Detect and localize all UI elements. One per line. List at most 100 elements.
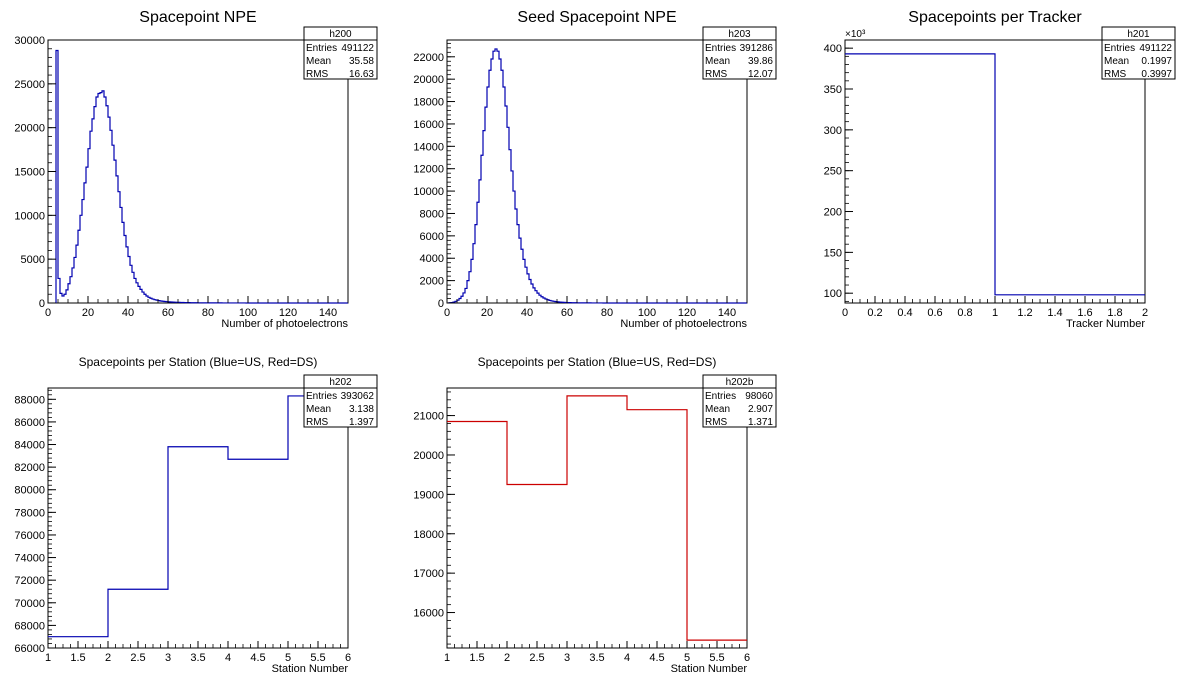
y-tick-label: 250 [824, 166, 842, 178]
stats-key: RMS [306, 69, 329, 80]
y-tick-label: 150 [824, 247, 842, 259]
y-tick-label: 76000 [14, 530, 45, 542]
stats-value: 0.1997 [1141, 56, 1172, 67]
chart-title: Spacepoints per Station (Blue=US, Red=DS… [478, 355, 717, 369]
stats-value: 491122 [341, 43, 374, 54]
chart-5: Spacepoints per Station (Blue=US, Red=DS… [413, 355, 777, 675]
stats-name: h201 [1127, 29, 1150, 40]
stats-key: Entries [705, 43, 736, 54]
x-tick-label: 4 [225, 652, 231, 664]
y-tick-label: 400 [824, 43, 842, 55]
x-tick-label: 140 [319, 307, 337, 319]
stats-key: Mean [705, 56, 730, 67]
stats-value: 98060 [745, 391, 773, 402]
stats-key: Mean [705, 404, 730, 415]
y-tick-label: 15000 [14, 167, 45, 179]
x-tick-label: 4.5 [649, 652, 664, 664]
plot-frame [446, 387, 748, 649]
x-tick-label: 5.5 [709, 652, 724, 664]
y-tick-label: 0 [39, 298, 45, 310]
y-axis: 66000 68000 70000 72000 74000 76000 78000 80000… [14, 389, 56, 655]
stats-key: Entries [306, 391, 337, 402]
stats-key: RMS [705, 69, 728, 80]
stats-frame [1101, 26, 1176, 80]
stats-value: 12.07 [748, 69, 773, 80]
x-tick-label: 100 [638, 307, 656, 319]
y-exponent-label: ×10³ [845, 29, 866, 40]
y-tick-label: 19000 [413, 489, 444, 501]
stats-key: Mean [306, 404, 331, 415]
y-axis: 0 5000 10000 15000 20000 25000 30000 [14, 35, 56, 310]
x-tick-label: 2 [1142, 307, 1148, 319]
stats-value: 393062 [341, 391, 375, 402]
y-tick-label: 10000 [413, 186, 444, 198]
y-axis: 100 150 200 250 300 350 400 [824, 39, 853, 302]
x-axis-label: Number of photoelectrons [620, 318, 747, 330]
histogram-series [845, 53, 1145, 296]
x-tick-label: 5 [684, 652, 690, 664]
x-axis: 0 20 40 60 80 100 120 140 [45, 296, 349, 319]
stats-box: h202 Entries 393062 Mean 3.138 RMS 1.397 [303, 374, 378, 428]
stats-box: h200 Entries 491122 Mean 35.58 RMS 16.63 [303, 26, 378, 80]
x-tick-label: 60 [162, 307, 174, 319]
stats-frame [303, 374, 378, 428]
x-tick-label: 0 [45, 307, 51, 319]
y-tick-label: 82000 [14, 462, 45, 474]
x-tick-label: 1.5 [70, 652, 85, 664]
y-tick-label: 12000 [413, 164, 444, 176]
plot-frame [47, 387, 349, 649]
x-tick-label: 3.5 [190, 652, 205, 664]
y-tick-label: 10000 [14, 210, 45, 222]
x-tick-label: 120 [678, 307, 696, 319]
x-tick-label: 4 [624, 652, 630, 664]
x-tick-label: 140 [718, 307, 736, 319]
y-tick-label: 86000 [14, 417, 45, 429]
x-tick-label: 80 [601, 307, 613, 319]
stats-key: Mean [306, 56, 331, 67]
y-tick-label: 70000 [14, 598, 45, 610]
y-axis: 16000 17000 18000 19000 20000 21000 [413, 391, 455, 645]
x-tick-label: 40 [122, 307, 134, 319]
x-tick-label: 0.6 [927, 307, 942, 319]
stats-name: h200 [329, 29, 352, 40]
y-tick-label: 84000 [14, 440, 45, 452]
x-axis: 0 20 40 60 80 100 120 140 [444, 296, 748, 319]
y-axis: 0 2000 4000 6000 8000 10000 12000 14000 16000 180… [413, 42, 455, 310]
y-tick-label: 5000 [21, 254, 45, 266]
stats-value: 2.907 [748, 404, 773, 415]
x-tick-label: 2.5 [130, 652, 145, 664]
x-tick-label: 80 [202, 307, 214, 319]
stats-value: 3.138 [349, 404, 374, 415]
histogram-series [48, 395, 348, 638]
stats-key: RMS [705, 417, 728, 428]
y-tick-label: 78000 [14, 507, 45, 519]
y-tick-label: 74000 [14, 553, 45, 565]
stats-box: h203 Entries 391286 Mean 39.86 RMS 12.07 [702, 26, 777, 80]
y-tick-label: 16000 [413, 608, 444, 620]
chart-2: Seed Spacepoint NPE 0 20 40 60 80 100 120 140Num… [413, 9, 777, 330]
y-tick-label: 16000 [413, 119, 444, 131]
stats-value: 1.371 [748, 417, 773, 428]
x-tick-label: 0.8 [957, 307, 972, 319]
x-tick-label: 6 [744, 652, 750, 664]
x-tick-label: 0.4 [897, 307, 912, 319]
stats-frame [702, 374, 777, 428]
histogram-series [55, 49, 348, 304]
y-tick-label: 20000 [413, 74, 444, 86]
x-axis: 1 1.5 2 2.5 3 3.5 4 4.5 5 5.5 6 [45, 641, 351, 664]
x-tick-label: 20 [481, 307, 493, 319]
stats-key: Mean [1104, 56, 1129, 67]
x-tick-label: 6 [345, 652, 351, 664]
y-tick-label: 30000 [14, 35, 45, 47]
x-tick-label: 100 [239, 307, 257, 319]
x-tick-label: 20 [82, 307, 94, 319]
y-tick-label: 6000 [420, 231, 444, 243]
y-tick-label: 18000 [413, 529, 444, 541]
histogram-series [447, 395, 747, 641]
y-tick-label: 66000 [14, 643, 45, 655]
x-tick-label: 40 [521, 307, 533, 319]
x-axis: 0 0.2 0.4 0.6 0.8 1 1.2 1.4 1.6 1.8 2 [842, 296, 1148, 319]
x-tick-label: 5.5 [310, 652, 325, 664]
stats-name: h202b [726, 377, 754, 388]
